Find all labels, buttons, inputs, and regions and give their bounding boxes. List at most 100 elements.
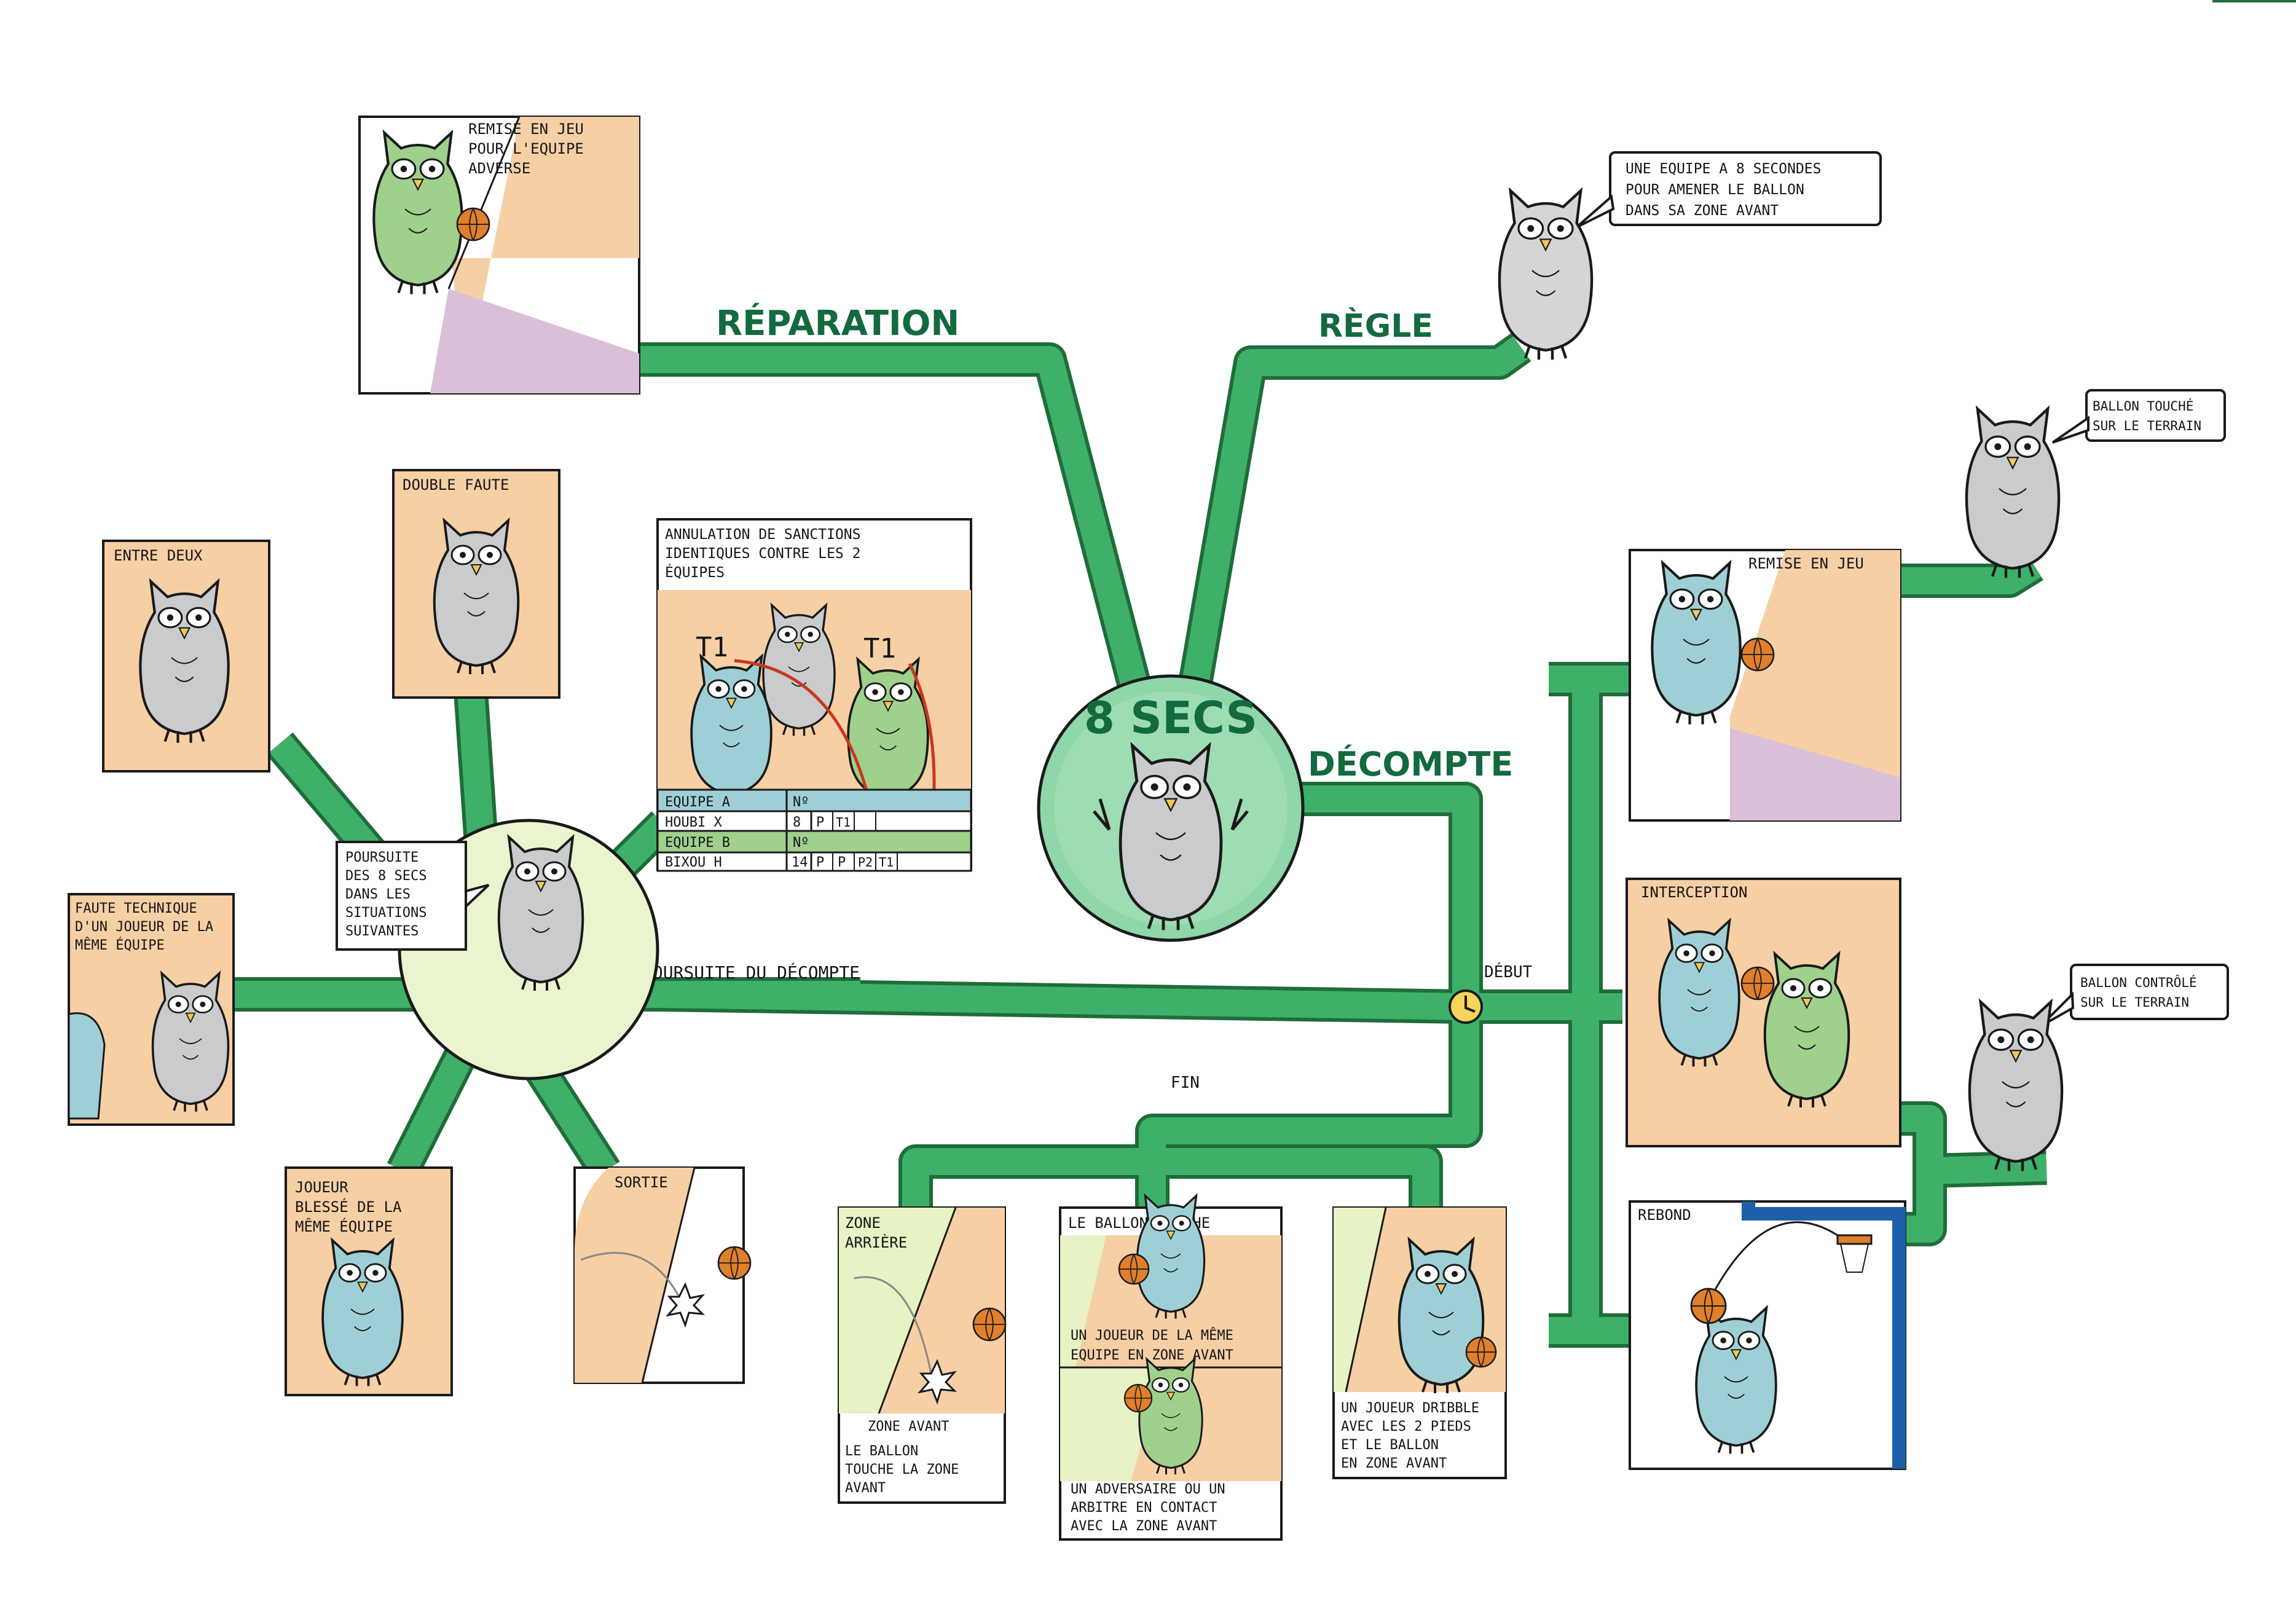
branch-label-poursuite: POURSUITE DU DÉCOMPTE <box>642 962 860 983</box>
card-dribble: UN JOUEUR DRIBBLE AVEC LES 2 PIEDS ET LE… <box>1332 1206 1507 1479</box>
bubble-text: BALLON CONTRÔLÉ <box>2080 975 2197 990</box>
owl-icon <box>140 581 228 743</box>
card-text: ARRIÈRE <box>845 1233 907 1251</box>
card-title: INTERCEPTION <box>1641 884 1747 901</box>
hub-text: SITUATIONS <box>345 905 427 921</box>
ball-icon <box>717 1246 752 1280</box>
poursuite-hub: POURSUITE DES 8 SECS DANS LES SITUATIONS… <box>336 819 659 1080</box>
regle-rule-bubble: UNE EQUIPE A 8 SECONDES POUR AMENER LE B… <box>1575 151 1882 229</box>
card-double-faute: DOUBLE FAUTE <box>392 469 560 699</box>
table-cell: Nº <box>793 835 809 851</box>
clock-icon <box>1449 989 1483 1024</box>
owl-icon <box>1763 953 1850 1109</box>
hub-text: DANS LES <box>345 887 411 902</box>
card-text: ÉQUIPES <box>665 564 725 581</box>
card-text: ET LE BALLON <box>1341 1437 1439 1453</box>
owl-icon <box>1138 1358 1203 1476</box>
branch-label-fin: FIN <box>1171 1074 1200 1092</box>
bubble-text: POUR AMENER LE BALLON <box>1626 182 1804 198</box>
hub-text: SUIVANTES <box>345 924 419 939</box>
table-cell: P <box>816 855 824 870</box>
card-title: SORTIE <box>615 1174 668 1191</box>
bounce-star-icon <box>665 1282 706 1328</box>
table-cell: T1 <box>879 855 894 870</box>
branch-label-decompte: DÉCOMPTE <box>1308 745 1513 784</box>
owl-icon <box>1120 745 1221 930</box>
card-rebond: REBOND <box>1629 1200 1906 1470</box>
card-text: AVANT <box>845 1480 886 1496</box>
card-text: ZONE <box>845 1214 881 1232</box>
ball-icon <box>1740 966 1775 1001</box>
central-node-8-secs: 8 SECS <box>1037 674 1305 942</box>
table-cell: 8 <box>793 815 801 830</box>
ball-icon <box>1118 1253 1150 1285</box>
card-zone-arriere: ZONE ARRIÈRE ZONE AVANT LE BALLON TOUCHE… <box>838 1206 1007 1504</box>
card-title: D'UN JOUEUR DE LA <box>75 919 213 935</box>
table-cell: EQUIPE B <box>665 835 730 851</box>
central-title: 8 SECS <box>1084 692 1257 744</box>
ball-icon <box>456 207 490 242</box>
roads-fill <box>234 336 2047 1344</box>
ball-icon <box>1465 1336 1497 1368</box>
table-cell: P <box>816 815 824 830</box>
card-text: REMISE EN JEU <box>468 120 584 138</box>
t1-label: T1 <box>863 633 896 664</box>
hub-text: POURSUITE <box>345 850 419 865</box>
card-text: EN ZONE AVANT <box>1341 1456 1447 1471</box>
card-faute-technique: FAUTE TECHNIQUE D'UN JOUEUR DE LA MÊME É… <box>68 893 235 1126</box>
card-text: ADVERSE <box>468 160 530 177</box>
owl-arms <box>1093 798 1249 831</box>
owl-icon <box>1970 1002 2062 1171</box>
owl-icon <box>374 133 462 294</box>
card-text: LE BALLON <box>845 1444 918 1459</box>
card-text: UN ADVERSAIRE OU UN <box>1071 1482 1225 1497</box>
owl-icon <box>321 1239 404 1388</box>
card-interception: INTERCEPTION <box>1626 878 1901 1147</box>
card-text: IDENTIQUES CONTRE LES 2 <box>665 546 861 562</box>
table-cell: P <box>838 855 846 870</box>
card-title: REMISE EN JEU <box>1748 555 1864 572</box>
ball-icon <box>1123 1383 1153 1413</box>
card-title: JOUEUR <box>295 1179 348 1196</box>
card-text: AVEC LA ZONE AVANT <box>1071 1519 1217 1534</box>
branch-label-regle: RÈGLE <box>1318 307 1433 345</box>
owl-icon <box>497 836 584 992</box>
owl-icon <box>1967 409 2059 578</box>
table-cell: Nº <box>793 795 809 810</box>
owl-icon <box>433 519 520 675</box>
card-entre-deux: ENTRE DEUX <box>102 540 270 773</box>
table-cell: BIXOU H <box>665 855 722 870</box>
card-text: UN JOUEUR DRIBBLE <box>1341 1401 1479 1416</box>
owl-icon <box>1652 563 1740 725</box>
ball-icon <box>1690 1288 1727 1324</box>
card-title: ENTRE DEUX <box>114 547 203 564</box>
branch-label-debut: DÉBUT <box>1484 962 1533 981</box>
card-remise-en-jeu: REMISE EN JEU <box>1629 549 1901 822</box>
bubble-text: SUR LE TERRAIN <box>2080 995 2189 1010</box>
owl-icon <box>1500 191 1592 360</box>
branch-label-reparation: RÉPARATION <box>716 303 959 344</box>
card-text: ZONE AVANT <box>868 1419 949 1434</box>
table-cell: P2 <box>858 855 873 870</box>
hoop-icon <box>1836 1234 1873 1245</box>
owl-icon <box>151 972 230 1113</box>
basket-post <box>1742 1201 1906 1469</box>
card-text: AVEC LES 2 PIEDS <box>1341 1419 1471 1434</box>
bubble-text: UNE EQUIPE A 8 SECONDES <box>1626 161 1822 177</box>
table-cell: T1 <box>836 815 851 830</box>
card-text: POUR L'EQUIPE <box>468 140 584 157</box>
owl-icon <box>1136 1194 1206 1320</box>
card-text: EQUIPE EN ZONE AVANT <box>1071 1348 1233 1363</box>
bounce-star-icon <box>917 1359 957 1405</box>
bubble-ballon-controle: BALLON CONTRÔLÉ SUR LE TERRAIN <box>2039 964 2229 1028</box>
bubble-text: SUR LE TERRAIN <box>2093 419 2201 433</box>
card-title: REBOND <box>1638 1206 1691 1224</box>
card-text: ARBITRE EN CONTACT <box>1071 1500 1217 1516</box>
card-title: FAUTE TECHNIQUE <box>75 901 197 916</box>
table-cell: 14 <box>792 855 808 870</box>
card-title: BLESSÉ DE LA <box>295 1198 402 1216</box>
owl-icon <box>1658 919 1740 1068</box>
card-text: UN JOUEUR DE LA MÊME <box>1071 1327 1233 1343</box>
owl-icon <box>690 655 773 804</box>
